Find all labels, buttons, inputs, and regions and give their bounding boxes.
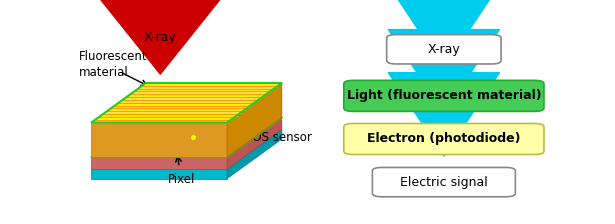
Text: Pixel: Pixel — [168, 173, 196, 186]
Text: Electric signal: Electric signal — [400, 176, 488, 189]
Polygon shape — [227, 129, 282, 179]
FancyBboxPatch shape — [344, 123, 544, 155]
Text: X-ray: X-ray — [427, 43, 460, 56]
FancyBboxPatch shape — [344, 80, 544, 111]
Polygon shape — [91, 83, 282, 123]
Polygon shape — [91, 129, 282, 169]
Text: Electron (photodiode): Electron (photodiode) — [367, 132, 521, 146]
Polygon shape — [91, 123, 227, 157]
FancyBboxPatch shape — [387, 35, 501, 64]
Text: X-ray: X-ray — [144, 31, 177, 44]
Text: Fluorescent
material: Fluorescent material — [79, 50, 148, 79]
Polygon shape — [91, 117, 282, 157]
FancyBboxPatch shape — [373, 168, 515, 197]
Polygon shape — [227, 117, 282, 169]
Polygon shape — [91, 157, 227, 169]
Text: Light (fluorescent material): Light (fluorescent material) — [347, 89, 541, 102]
Polygon shape — [227, 83, 282, 157]
Text: CMOS sensor: CMOS sensor — [234, 131, 312, 144]
Polygon shape — [91, 169, 227, 179]
